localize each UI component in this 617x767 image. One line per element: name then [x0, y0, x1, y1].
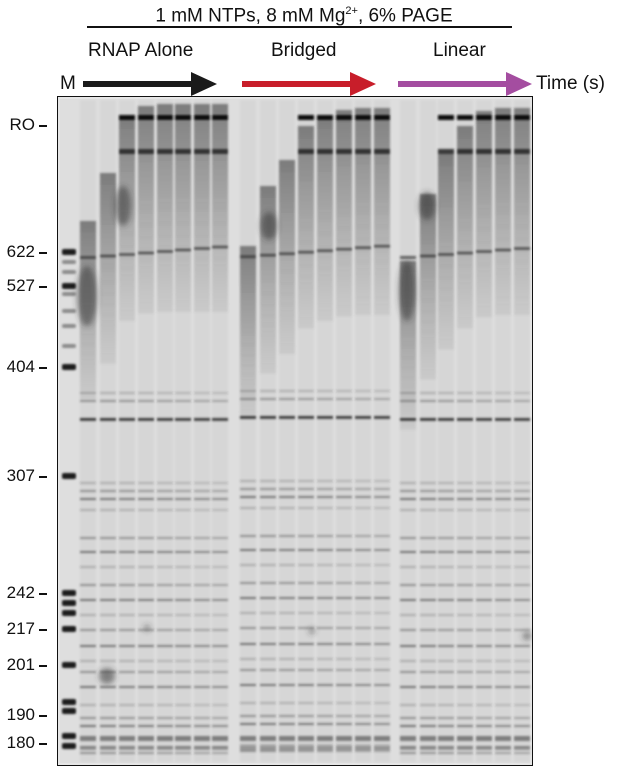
size-label-ro: RO — [9, 115, 36, 134]
title-underline — [87, 26, 512, 28]
ladder-band — [62, 699, 76, 705]
size-tick-201 — [39, 665, 47, 667]
size-label-242: 242 — [6, 583, 35, 602]
size-label-217: 217 — [6, 619, 35, 638]
size-label-527: 527 — [6, 276, 35, 295]
ro-band — [194, 115, 210, 120]
group-label-linear: Linear — [433, 40, 486, 61]
ro-band — [157, 115, 173, 120]
size-tick-307 — [39, 476, 47, 478]
ladder-band — [62, 364, 76, 370]
ladder-band — [62, 626, 76, 632]
size-label-622: 622 — [6, 242, 35, 261]
size-label-404: 404 — [6, 357, 35, 376]
ladder-band — [62, 708, 76, 714]
ro-band — [355, 115, 371, 120]
size-label-180: 180 — [6, 733, 35, 752]
ro-band — [476, 115, 492, 120]
ladder-band — [62, 600, 76, 606]
size-tick-527 — [39, 286, 47, 288]
group-label-rnap-alone: RNAP Alone — [88, 40, 194, 61]
ladder-band — [62, 590, 76, 596]
gel-image — [57, 96, 533, 766]
title-prefix: 1 mM NTPs, 8 mM Mg — [155, 5, 346, 27]
ladder-band — [62, 733, 76, 739]
ladder-band — [62, 610, 76, 616]
size-label-307: 307 — [6, 466, 35, 485]
ro-band — [336, 115, 352, 120]
title-superscript: 2+ — [345, 5, 358, 17]
group-label-bridged: Bridged — [271, 40, 337, 61]
ladder-band — [62, 249, 76, 255]
time-axis-label: Time (s) — [536, 73, 605, 94]
size-tick-ro — [39, 125, 47, 127]
time-arrow-bridged — [242, 72, 376, 96]
ro-band — [138, 115, 154, 120]
size-tick-404 — [39, 367, 47, 369]
ladder-band — [62, 662, 76, 668]
size-tick-622 — [39, 252, 47, 254]
size-tick-217 — [39, 629, 47, 631]
ro-band — [175, 115, 191, 120]
time-arrow-linear — [398, 72, 532, 96]
title-suffix: , 6% PAGE — [357, 5, 453, 27]
ro-band — [438, 115, 454, 120]
ladder-band — [62, 473, 76, 479]
ro-band — [495, 115, 511, 120]
size-tick-242 — [39, 593, 47, 595]
ro-band — [212, 115, 228, 120]
ladder-band — [62, 743, 76, 749]
ro-band — [514, 115, 530, 120]
time-arrow-rnap-alone — [83, 72, 217, 96]
ladder-band — [62, 283, 76, 289]
ro-band — [457, 115, 473, 120]
size-tick-180 — [39, 743, 47, 745]
gel-title: 1 mM NTPs, 8 mM Mg2+, 6% PAGE — [96, 0, 512, 27]
size-tick-190 — [39, 715, 47, 717]
ro-band — [119, 115, 135, 120]
size-label-201: 201 — [6, 655, 35, 674]
ro-band — [317, 115, 333, 120]
size-label-190: 190 — [6, 705, 35, 724]
ro-band — [298, 115, 314, 120]
marker-lane-label: M — [60, 73, 76, 94]
ro-band — [374, 115, 390, 120]
